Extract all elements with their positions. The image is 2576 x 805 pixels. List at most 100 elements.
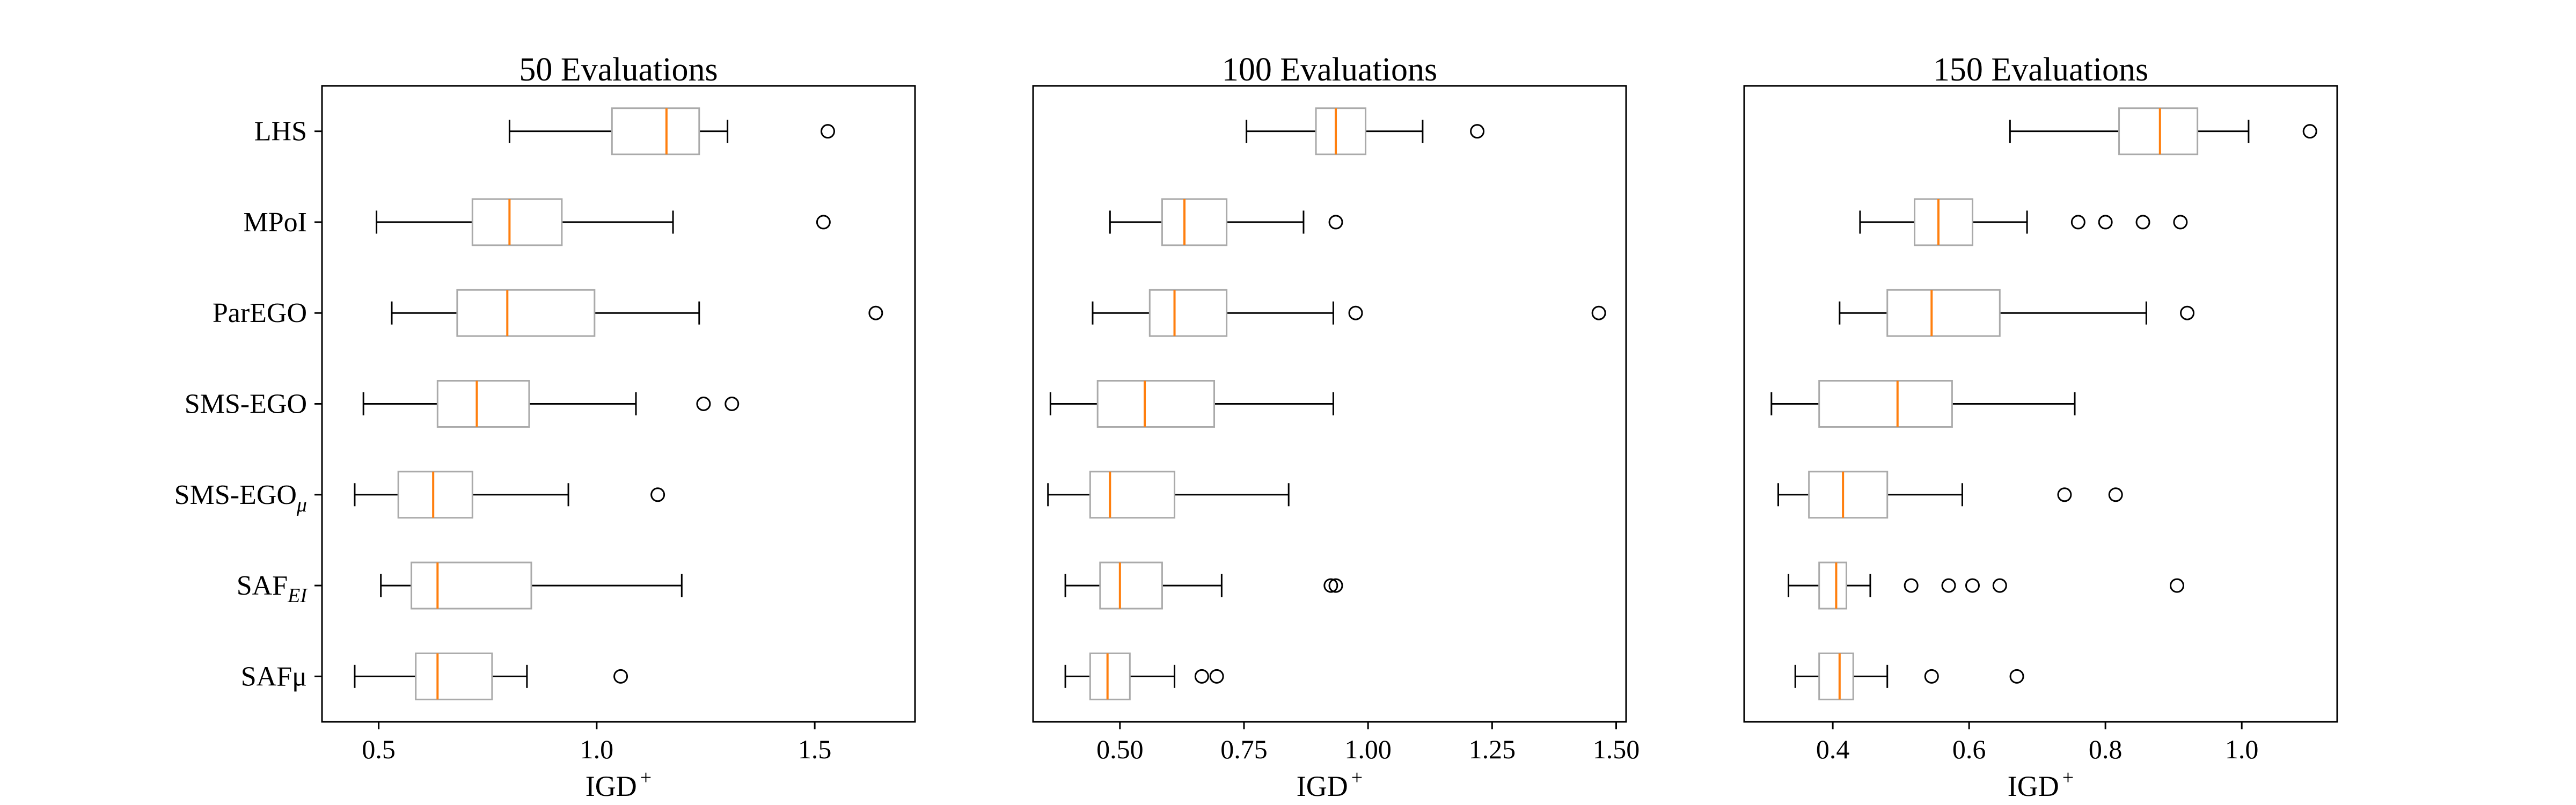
outlier-point <box>2009 669 2024 684</box>
row-label-main: SAF <box>237 570 288 601</box>
outlier-point <box>1328 578 1343 593</box>
panel-title: 150 Evaluations <box>1933 52 2148 88</box>
outlier-point <box>2098 215 2113 230</box>
row-label: SAFμ <box>241 661 322 692</box>
box-7 <box>1794 652 2024 700</box>
outlier-point <box>1941 578 1956 593</box>
iqr-box <box>456 289 596 337</box>
x-tick-label: 1.0 <box>2225 734 2259 764</box>
x-axis-label: IGD + <box>2008 766 2074 802</box>
outlier-point <box>821 124 835 139</box>
panel-1: 50 Evaluations 0.5 1.0 1.5 IGD + <box>321 52 916 802</box>
outlier-point <box>816 215 831 230</box>
outlier-point <box>613 669 628 684</box>
iqr-box <box>611 107 700 156</box>
box-7 <box>1064 652 1224 700</box>
x-tick-label: 1.25 <box>1469 734 1516 764</box>
row-label: ParEGO <box>213 298 322 328</box>
row-label-main: SAFμ <box>241 661 307 692</box>
box-4 <box>1049 380 1334 428</box>
x-tick-label: 0.75 <box>1220 734 1268 764</box>
outlier-point <box>1470 124 1485 139</box>
panel-2: 100 Evaluations 0.50 0.75 1.00 1.25 1.50 IGD + <box>1032 52 1640 802</box>
x-axis-label-main: IGD <box>1297 770 1348 802</box>
box-3 <box>1839 289 2195 337</box>
outlier-point <box>696 397 711 411</box>
row-label-text: SAFμ <box>241 661 307 692</box>
iqr-box <box>1818 380 1953 428</box>
outlier-point <box>1924 669 1939 684</box>
row-label-text: SMS-EGO <box>185 389 307 420</box>
row-label-main: MPoI <box>244 207 307 238</box>
x-tick-label: 0.5 <box>362 734 396 764</box>
x-tick-label: 0.8 <box>2089 734 2123 764</box>
panel-frame <box>1743 85 2338 723</box>
panel-title: 100 Evaluations <box>1222 52 1437 88</box>
row-label-main: LHS <box>254 116 307 147</box>
box-1 <box>1246 107 1485 156</box>
box-5 <box>354 471 665 519</box>
iqr-box <box>1914 198 1973 246</box>
x-tick-label: 1.0 <box>580 734 614 764</box>
row-label-main: SMS-EGO <box>185 389 307 420</box>
row-label-text: LHS <box>254 116 307 147</box>
box-4 <box>1770 380 2076 428</box>
row-label: SMS-EGOμ <box>174 480 322 516</box>
outlier-point <box>1904 578 1919 593</box>
x-axis-label: IGD + <box>1297 766 1363 802</box>
row-label: MPoI <box>244 207 322 238</box>
row-label-text: ParEGO <box>213 298 307 328</box>
iqr-box <box>436 380 530 428</box>
box-2 <box>376 198 831 246</box>
outlier-point <box>650 487 665 502</box>
box-2 <box>1859 198 2188 246</box>
x-axis-label-superscript: + <box>640 766 652 789</box>
iqr-box <box>1148 289 1228 337</box>
outlier-point <box>2108 487 2123 502</box>
outlier-point <box>868 305 883 320</box>
iqr-box <box>1089 471 1176 519</box>
outlier-point <box>1323 578 1338 593</box>
box-3 <box>1092 289 1606 337</box>
iqr-box <box>1161 198 1228 246</box>
box-1 <box>2009 107 2317 156</box>
x-tick-label: 0.4 <box>1816 734 1850 764</box>
iqr-box <box>1315 107 1367 156</box>
row-label-text: SAFEI <box>237 570 309 607</box>
outlier-point <box>2070 215 2085 230</box>
iqr-box <box>1099 561 1163 610</box>
x-tick-label: 0.50 <box>1096 734 1144 764</box>
iqr-box <box>471 198 563 246</box>
outlier-point <box>1209 669 1224 684</box>
box-3 <box>391 289 883 337</box>
outlier-point <box>2057 487 2072 502</box>
row-label-text: MPoI <box>244 207 307 238</box>
iqr-box <box>411 561 532 610</box>
outlier-point <box>724 397 740 411</box>
row-label: SMS-EGO <box>185 389 322 420</box>
outlier-point <box>2180 305 2195 320</box>
panel-frame <box>1032 85 1627 723</box>
iqr-box <box>1818 561 1848 610</box>
row-label-subscript: μ <box>296 494 307 516</box>
outlier-point <box>2135 215 2150 230</box>
row-label-subscript: EI <box>287 584 308 607</box>
iqr-box <box>1089 652 1131 700</box>
outlier-point <box>1965 578 1980 593</box>
box-6 <box>1064 561 1343 610</box>
box-1 <box>508 107 835 156</box>
outlier-point <box>1348 305 1363 320</box>
row-label-main: SMS-EGO <box>174 480 297 510</box>
x-axis-label-superscript: + <box>1351 766 1363 789</box>
iqr-box <box>1886 289 2001 337</box>
x-axis-label-superscript: + <box>2062 766 2074 789</box>
x-tick-label: 1.00 <box>1344 734 1392 764</box>
x-tick-label: 1.5 <box>798 734 832 764</box>
row-label-text: SMS-EGOμ <box>174 480 307 516</box>
x-axis-label-main: IGD <box>586 770 637 802</box>
x-axis-label-main: IGD <box>2008 770 2059 802</box>
iqr-box <box>415 652 493 700</box>
outlier-point <box>2170 578 2185 593</box>
outlier-point <box>1591 305 1606 320</box>
